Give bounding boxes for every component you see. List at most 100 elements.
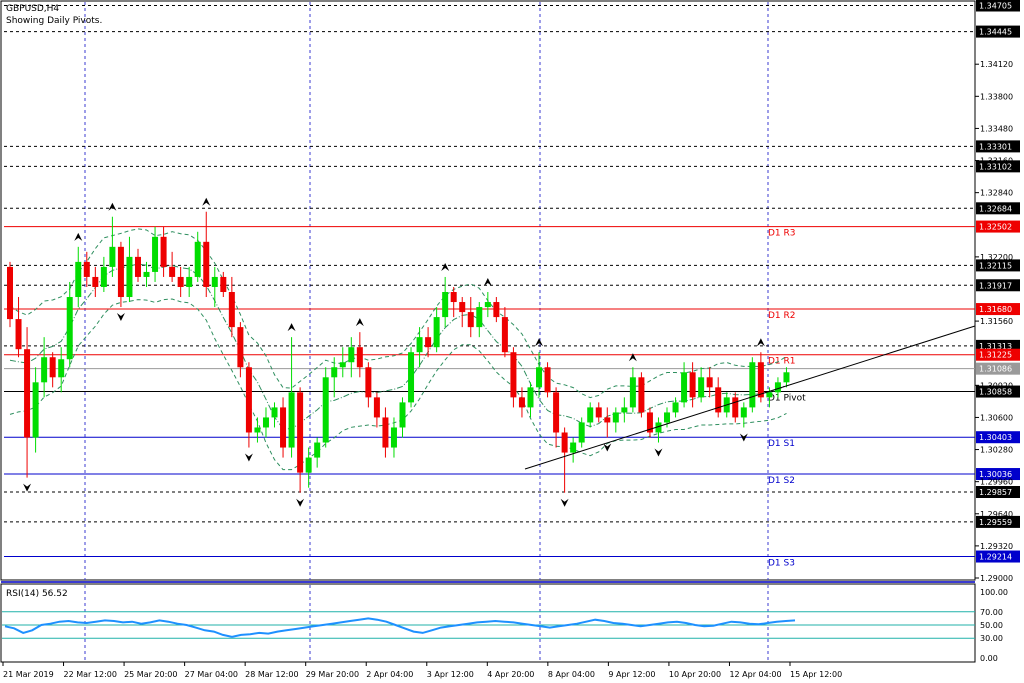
candle-body [134, 256, 141, 277]
candle-body [117, 246, 124, 298]
price-tick-label: 1.30600 [980, 413, 1013, 422]
candle-body [322, 377, 329, 443]
level-tag-value: 1.30858 [979, 388, 1012, 397]
rsi-pane-frame [0, 583, 976, 663]
candle-body [578, 422, 585, 443]
time-tick-label: 27 Mar 04:00 [185, 670, 238, 679]
level-tag [976, 303, 1020, 316]
time-axis: 21 Mar 2019 22 Mar 12:00 25 Mar 20:00 27 Ma… [2, 662, 842, 679]
fractal-down-arrow [296, 498, 305, 507]
candle-body [536, 367, 543, 388]
candle-body [348, 347, 355, 363]
candle-body [390, 427, 397, 448]
fractal-down-arrow [654, 448, 663, 457]
time-tick-label: 4 Apr 20:00 [487, 670, 534, 679]
fractal-up-arrow [441, 262, 450, 271]
price-tick-label: 1.33160 [980, 157, 1013, 166]
fractal-up-arrow [628, 353, 637, 362]
level-tag-value: 1.31086 [979, 365, 1012, 374]
fractal-up-arrow [74, 232, 83, 241]
level-tag-value: 1.31313 [979, 342, 1012, 351]
time-tick-label: 3 Apr 12:00 [427, 670, 474, 679]
time-tick-label: 28 Mar 12:00 [245, 670, 298, 679]
candle-body [399, 402, 406, 428]
rsi-tick-label: 30.00 [980, 634, 1003, 643]
envelope-bands [9, 228, 787, 471]
level-tag [976, 279, 1020, 292]
candle-body [442, 292, 449, 318]
level-tag [976, 431, 1020, 444]
candle-body [220, 276, 227, 292]
level-tag-value: 1.29214 [979, 553, 1012, 562]
pivot-label: D1 S1 [768, 439, 795, 449]
candle-body [365, 367, 372, 398]
trendline[interactable] [524, 325, 976, 470]
candle-body [621, 407, 628, 413]
time-tick-label: 9 Apr 12:00 [608, 670, 655, 679]
candle-body [288, 392, 295, 448]
level-tag-value: 1.30403 [979, 433, 1012, 442]
level-tag [976, 362, 1020, 375]
price-axis: 1.34705 1.34445 1.33301 1.33102 1.32684 1.325… [975, 0, 1020, 583]
fractal-up-arrow [108, 202, 117, 211]
band-line [9, 298, 787, 471]
price-tick-label: 1.29000 [980, 574, 1013, 583]
level-tag [976, 550, 1020, 563]
candle-body [544, 367, 551, 393]
candle-body [169, 266, 176, 277]
candle-body [356, 347, 363, 368]
candle-body [66, 297, 73, 360]
candle-body [203, 241, 210, 287]
pivot-label: D1 R2 [768, 311, 796, 321]
fractal-up-arrow [535, 338, 544, 347]
price-tick-label: 1.29320 [980, 542, 1013, 551]
time-tick-label: 8 Apr 04:00 [548, 670, 595, 679]
candle-body [75, 261, 82, 298]
candlesticks [7, 211, 790, 493]
time-tick-label: 22 Mar 12:00 [64, 670, 117, 679]
candle-body [774, 382, 781, 393]
candle-body [698, 377, 705, 398]
candle-body [715, 387, 722, 413]
time-tick-label: 15 Apr 12:00 [790, 670, 842, 679]
candle-body [672, 402, 679, 413]
candle-body [664, 412, 671, 423]
symbol-label: GBPUSD,H4 [6, 4, 59, 14]
price-tick-label: 1.30920 [980, 381, 1013, 390]
candle-body [331, 367, 338, 378]
level-tag-value: 1.33301 [979, 142, 1012, 151]
candle-body [245, 367, 252, 433]
candle-body [373, 397, 380, 418]
subtitle-label: Showing Daily Pivots. [6, 16, 102, 26]
price-tick-label: 1.33480 [980, 124, 1013, 133]
level-tag-value: 1.32502 [979, 223, 1012, 232]
candle-body [194, 241, 201, 277]
level-tag-value: 1.29559 [979, 518, 1012, 527]
pivot-label: D1 S3 [768, 559, 795, 569]
candle-body [24, 349, 31, 438]
level-tag-value: 1.31917 [979, 281, 1012, 290]
band-line [9, 263, 787, 430]
candle-body [152, 236, 159, 272]
pivot-levels: D1 R3 D1 R2 D1 R1 D1 Pivot D1 S1 D1 S2 D1 S3 [4, 4, 975, 569]
candle-body [689, 372, 696, 398]
candle-body [339, 362, 346, 368]
level-tag [976, 468, 1020, 481]
candle-body [186, 276, 193, 287]
pivot-label: D1 Pivot [768, 394, 806, 404]
candle-body [126, 256, 133, 298]
level-tag-value: 1.30036 [979, 470, 1012, 479]
candle-body [595, 407, 602, 418]
time-tick-label: 21 Mar 2019 [3, 670, 54, 679]
level-tag [976, 160, 1020, 173]
fractal-down-arrow [603, 443, 612, 452]
time-tick-label: 29 Mar 20:00 [306, 670, 359, 679]
level-tag-value: 1.32684 [979, 204, 1012, 213]
candle-body [450, 292, 457, 303]
price-tick-label: 1.34120 [980, 60, 1013, 69]
candle-body [49, 357, 56, 378]
fractal-up-arrow [202, 197, 211, 206]
candle-body [459, 302, 466, 313]
rsi-tick-label: 0.00 [980, 654, 998, 663]
